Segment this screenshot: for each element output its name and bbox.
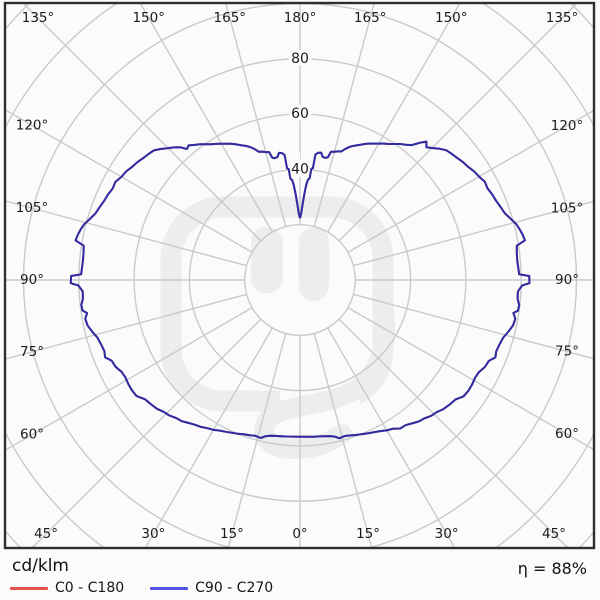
c0-c180-line-swatch <box>10 586 48 590</box>
watermark-prong-left <box>251 227 283 293</box>
angle-label-30-right: 30° <box>435 526 459 542</box>
grid-ray-150 <box>327 3 461 233</box>
grid-ray-330 <box>144 327 273 548</box>
legend-label-c0-c180: C0 - C180 <box>55 580 125 596</box>
grid-ray-345 <box>227 333 287 548</box>
legend-items: C0 - C180 C90 - C270 <box>10 580 299 596</box>
grid-ray-315 <box>31 318 262 548</box>
grid-ray-60 <box>347 307 594 451</box>
grid-ray-120 <box>347 109 594 253</box>
angle-label-180: 180° <box>284 10 317 26</box>
grid-ray-105 <box>353 200 594 267</box>
angle-label-120-left: 120° <box>16 117 49 133</box>
angle-label-135-left: 135° <box>22 10 55 26</box>
angle-label-45-left: 45° <box>34 526 58 542</box>
angle-label-60-left: 60° <box>20 427 44 443</box>
angle-label-150-right: 150° <box>435 10 468 26</box>
legend-label-c90-c270: C90 - C270 <box>195 580 274 596</box>
angle-label-165-right: 165° <box>354 10 387 26</box>
grid-ray-285 <box>5 293 247 360</box>
intensity-curves <box>69 140 531 440</box>
legend: cd/klm η = 88% C0 - C180 C90 - C270 <box>0 550 600 600</box>
angle-label-45-right: 45° <box>542 526 566 542</box>
efficiency-label: η = 88% <box>517 559 587 578</box>
watermark-cord <box>254 293 395 460</box>
plot-frame-border <box>3 1 596 550</box>
angle-label-60-right: 60° <box>555 426 579 442</box>
grid-ray-135 <box>338 3 578 242</box>
legend-item-c90-c270: C90 - C270 <box>150 580 273 596</box>
angle-label-165-left: 165° <box>214 10 247 26</box>
unit-label: cd/klm <box>12 556 69 576</box>
grid-ray-255 <box>5 200 247 267</box>
grid-ray-45 <box>338 318 569 548</box>
angle-label-105-right: 105° <box>551 200 584 216</box>
watermark-logo <box>160 196 395 460</box>
radial-tick-40: 40 <box>291 161 309 177</box>
angle-label-90-left: 90° <box>20 272 44 288</box>
radial-tick-60: 60 <box>291 106 309 122</box>
grid-ray-195 <box>225 3 287 227</box>
legend-item-c0-c180: C0 - C180 <box>10 580 124 596</box>
grid-ray-30 <box>327 327 456 548</box>
angle-labels: 0° 15° 15° 30° 30° 45° 45° 60° 60° 75° 75° 90° 90° 10… <box>16 10 584 542</box>
grid-ray-165 <box>313 3 375 227</box>
angle-label-15-right: 15° <box>356 526 380 542</box>
grid-ray-240 <box>5 108 253 253</box>
angle-label-105-left: 105° <box>16 200 49 216</box>
angle-label-135-right: 135° <box>546 10 579 26</box>
radial-tick-80: 80 <box>291 51 309 67</box>
curve-c90-c270 <box>69 140 531 440</box>
angle-label-90-right: 90° <box>555 272 579 288</box>
angle-label-0: 0° <box>292 526 307 542</box>
grid-ray-225 <box>22 3 262 242</box>
watermark-prong-right <box>299 227 329 301</box>
grid-ray-210 <box>139 3 273 233</box>
angle-label-75-right: 75° <box>555 344 579 360</box>
radial-tick-labels: 40 60 80 <box>288 47 313 181</box>
grid-ray-300 <box>5 307 253 452</box>
angle-label-30-left: 30° <box>141 526 165 542</box>
angle-label-120-right: 120° <box>551 118 584 134</box>
angle-label-15-left: 15° <box>220 526 244 542</box>
angle-label-150-left: 150° <box>132 10 165 26</box>
grid-ray-75 <box>353 293 594 360</box>
grid-ray-15 <box>313 333 373 548</box>
c90-c270-line-swatch <box>150 586 189 590</box>
angle-label-75-left: 75° <box>20 344 44 360</box>
